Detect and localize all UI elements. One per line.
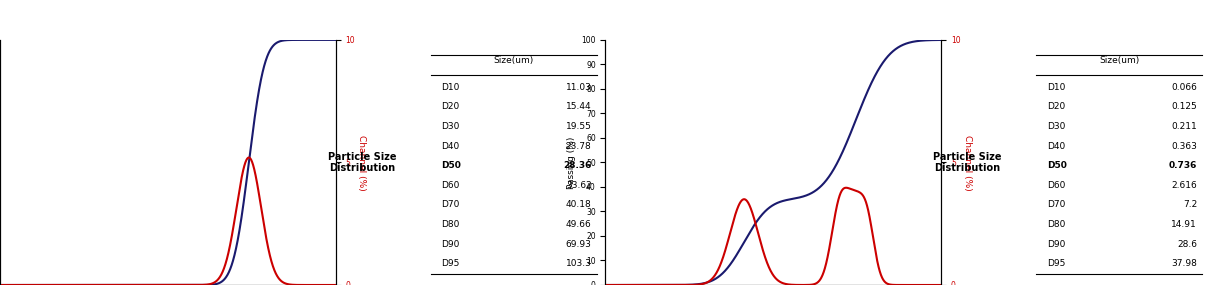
Text: 2.616: 2.616	[1171, 181, 1197, 190]
Text: 23.78: 23.78	[566, 142, 592, 151]
Text: D50: D50	[441, 161, 462, 170]
Text: 103.3: 103.3	[565, 259, 592, 268]
Text: 28.36: 28.36	[563, 161, 592, 170]
Text: 33.62: 33.62	[566, 181, 592, 190]
Text: 14.91: 14.91	[1171, 220, 1197, 229]
Text: 15.44: 15.44	[566, 103, 592, 111]
Y-axis label: Channel (%): Channel (%)	[357, 135, 366, 190]
Text: 입도제어 X: 입도제어 X	[269, 11, 331, 29]
Text: 0.363: 0.363	[1171, 142, 1197, 151]
Text: 0.125: 0.125	[1171, 103, 1197, 111]
Text: D20: D20	[441, 103, 459, 111]
Text: 37.98: 37.98	[1171, 259, 1197, 268]
Text: 0.211: 0.211	[1171, 122, 1197, 131]
Text: 0.736: 0.736	[1169, 161, 1197, 170]
Y-axis label: Channel (%): Channel (%)	[963, 135, 971, 190]
Text: D60: D60	[441, 181, 459, 190]
Text: D95: D95	[441, 259, 459, 268]
Text: D30: D30	[441, 122, 459, 131]
Text: D80: D80	[1047, 220, 1065, 229]
Text: 입도제어 O: 입도제어 O	[872, 11, 937, 29]
Text: Particle Size
Distribution: Particle Size Distribution	[328, 152, 396, 173]
Text: Particle Size
Distribution: Particle Size Distribution	[934, 152, 1001, 173]
Text: D40: D40	[1047, 142, 1065, 151]
Text: D95: D95	[1047, 259, 1065, 268]
Y-axis label: Passing (%): Passing (%)	[566, 136, 576, 189]
Text: D60: D60	[1047, 181, 1065, 190]
Text: D30: D30	[1047, 122, 1065, 131]
Text: 49.66: 49.66	[566, 220, 592, 229]
Text: D80: D80	[441, 220, 459, 229]
Text: D20: D20	[1047, 103, 1065, 111]
Text: D90: D90	[1047, 240, 1065, 249]
Text: Size(um): Size(um)	[494, 56, 534, 65]
Text: D10: D10	[1047, 83, 1065, 92]
Text: 40.18: 40.18	[566, 201, 592, 209]
Text: 7.2: 7.2	[1183, 201, 1197, 209]
Text: 0.066: 0.066	[1171, 83, 1197, 92]
Text: D10: D10	[441, 83, 459, 92]
Text: D70: D70	[441, 201, 459, 209]
Text: D70: D70	[1047, 201, 1065, 209]
Text: 69.93: 69.93	[565, 240, 592, 249]
Text: D50: D50	[1047, 161, 1066, 170]
Text: 28.6: 28.6	[1177, 240, 1197, 249]
Text: 19.55: 19.55	[565, 122, 592, 131]
Text: D40: D40	[441, 142, 459, 151]
Text: D90: D90	[441, 240, 459, 249]
Text: Size(um): Size(um)	[1099, 56, 1140, 65]
Text: 11.03: 11.03	[565, 83, 592, 92]
